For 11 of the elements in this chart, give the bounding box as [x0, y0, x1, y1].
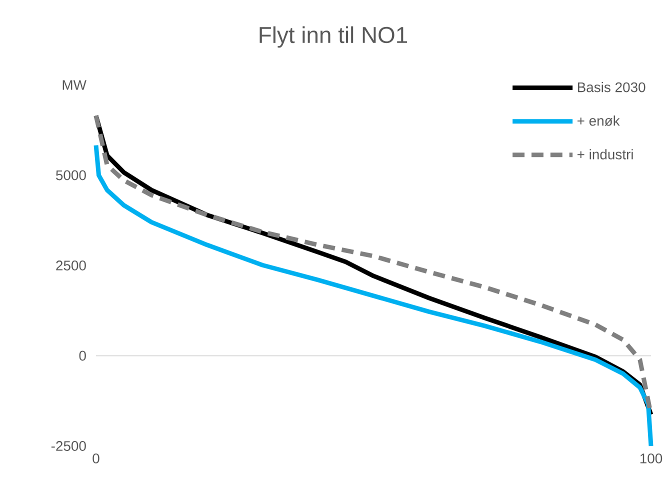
- legend-label: + enøk: [578, 116, 620, 126]
- y-tick-label: MW: [62, 80, 86, 90]
- y-tick-label: 5000: [56, 170, 86, 180]
- chart-title: Flyt inn til NO1: [260, 26, 407, 48]
- legend-label: Basis 2030: [578, 82, 646, 92]
- y-tick-label: -2500: [51, 441, 86, 451]
- line-series: [94, 143, 654, 448]
- x-tick-label: 100: [640, 454, 662, 464]
- y-tick-label: 0: [79, 350, 86, 361]
- legend-label: + industri: [578, 149, 633, 160]
- y-tick-label: 2500: [56, 260, 86, 270]
